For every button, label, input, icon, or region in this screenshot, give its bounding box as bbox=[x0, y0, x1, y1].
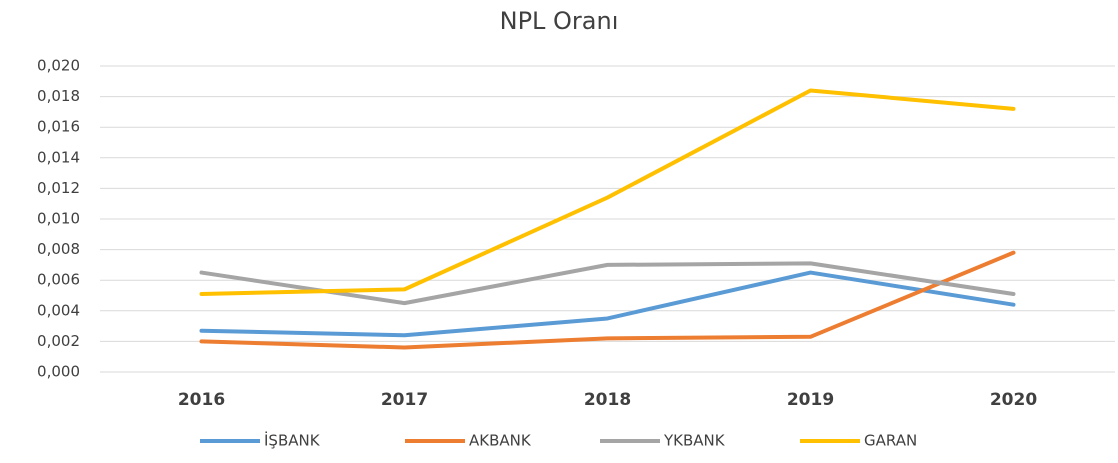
x-tick-label: 2020 bbox=[990, 390, 1037, 410]
x-tick-label: 2017 bbox=[381, 390, 428, 410]
y-tick-label: 0,010 bbox=[37, 210, 80, 228]
y-tick-label: 0,012 bbox=[37, 179, 80, 197]
x-tick-label: 2018 bbox=[584, 390, 631, 410]
y-tick-label: 0,016 bbox=[37, 118, 80, 136]
y-tick-label: 0,000 bbox=[37, 363, 80, 381]
series-line bbox=[199, 250, 1016, 350]
y-tick-label: 0,018 bbox=[37, 87, 80, 105]
y-tick-label: 0,014 bbox=[37, 148, 80, 166]
legend-label: YKBANK bbox=[663, 432, 726, 450]
y-tick-label: 0,020 bbox=[37, 57, 80, 75]
legend-label: İŞBANK bbox=[264, 431, 321, 450]
series-line bbox=[199, 270, 1016, 338]
y-tick-label: 0,004 bbox=[37, 301, 80, 319]
y-tick-label: 0,006 bbox=[37, 271, 80, 289]
series-line bbox=[199, 88, 1016, 296]
y-tick-label: 0,002 bbox=[37, 332, 80, 350]
x-tick-label: 2016 bbox=[178, 390, 225, 410]
x-tick-label: 2019 bbox=[787, 390, 834, 410]
legend-label: AKBANK bbox=[469, 432, 532, 450]
y-tick-label: 0,008 bbox=[37, 240, 80, 258]
legend-label: GARAN bbox=[864, 432, 917, 450]
series-line bbox=[199, 261, 1016, 306]
chart-title: NPL Oranı bbox=[500, 7, 619, 35]
